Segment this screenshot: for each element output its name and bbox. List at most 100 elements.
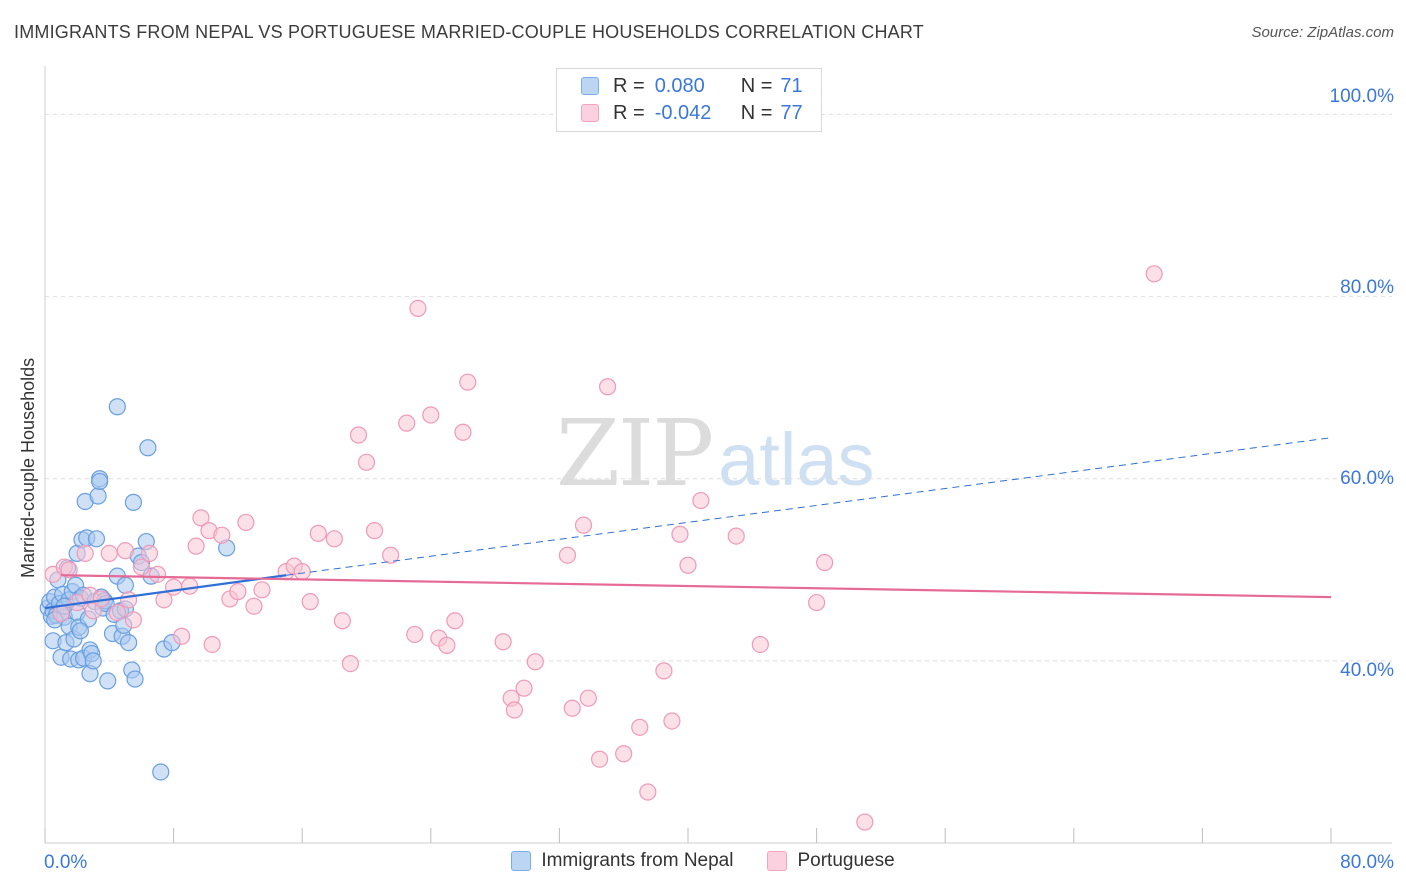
- r-value: 0.080: [654, 74, 705, 97]
- portuguese-point: [116, 542, 134, 560]
- n-label: N =: [740, 74, 773, 97]
- nepal-point: [108, 398, 126, 416]
- nepal-trend-solid: [44, 574, 287, 610]
- portuguese-point: [816, 553, 834, 572]
- portuguese-point: [505, 701, 523, 719]
- portuguese-point: [357, 453, 376, 471]
- portuguese-point: [655, 662, 673, 680]
- nepal-point: [91, 472, 109, 491]
- nepal-trend-dashed: [286, 437, 1332, 576]
- nepal-swatch: [511, 851, 532, 871]
- portuguese-point: [293, 563, 311, 581]
- y-tick-label: 60.0%: [1340, 468, 1394, 489]
- portuguese-point: [76, 544, 94, 562]
- portuguese-point: [365, 522, 384, 540]
- portuguese-point: [148, 565, 167, 583]
- portuguese-point: [341, 654, 360, 673]
- watermark-zip: ZIP: [556, 400, 714, 507]
- nepal-point: [152, 763, 170, 781]
- watermark-atlas: atlas: [718, 418, 875, 501]
- y-axis-label: Married-couple Households: [18, 357, 38, 578]
- stats-legend: R = 0.080 N = 71 R = -0.042 N = 77: [556, 68, 822, 132]
- portuguese-point: [349, 426, 368, 444]
- portuguese-point: [140, 544, 159, 562]
- portuguese-point: [438, 636, 456, 654]
- nepal-swatch: [581, 77, 599, 95]
- x-tick-label-min: 0.0%: [44, 852, 88, 873]
- nepal-point: [87, 530, 106, 548]
- portuguese-point: [599, 378, 617, 396]
- portuguese-point: [615, 745, 633, 763]
- portuguese-points: [44, 265, 1163, 831]
- portuguese-point: [229, 583, 247, 601]
- portuguese-point: [181, 577, 199, 595]
- nepal-point: [89, 487, 107, 505]
- nepal-points: [39, 398, 236, 781]
- nepal-point: [119, 634, 138, 652]
- nepal-point: [116, 576, 134, 594]
- portuguese-point: [807, 593, 826, 612]
- nepal-point: [84, 652, 102, 670]
- nepal-point: [71, 622, 89, 640]
- portuguese-point: [590, 750, 609, 768]
- portuguese-point: [679, 556, 697, 574]
- portuguese-point: [727, 527, 745, 545]
- portuguese-point: [446, 612, 464, 630]
- legend-item-portuguese: Portuguese: [767, 850, 895, 872]
- portuguese-point: [301, 593, 319, 611]
- portuguese-point: [692, 491, 710, 510]
- portuguese-point: [333, 612, 351, 630]
- portuguese-point: [173, 627, 191, 645]
- portuguese-point: [574, 516, 593, 534]
- n-value: 71: [780, 74, 803, 97]
- series-legend: Immigrants from Nepal Portuguese: [0, 850, 1406, 872]
- x-tick-label-max: 80.0%: [1340, 852, 1394, 873]
- portuguese-point: [579, 689, 597, 707]
- portuguese-point: [558, 546, 577, 564]
- portuguese-point: [203, 635, 221, 654]
- portuguese-point: [526, 653, 544, 671]
- legend-row-nepal: R = 0.080 N = 71: [581, 73, 803, 99]
- portuguese-point: [422, 406, 440, 424]
- portuguese-point: [856, 813, 874, 831]
- portuguese-point: [563, 699, 581, 717]
- portuguese-point: [1145, 265, 1163, 283]
- watermark: ZIPatlas: [556, 400, 874, 507]
- trend-lines: [44, 437, 1332, 610]
- portuguese-point: [515, 679, 533, 697]
- portuguese-point: [671, 525, 689, 543]
- r-label: R =: [613, 101, 645, 124]
- portuguese-point: [192, 509, 210, 527]
- portuguese-point: [100, 544, 118, 562]
- legend-row-portuguese: R = -0.042 N = 77: [581, 100, 803, 126]
- portuguese-point: [494, 633, 512, 651]
- portuguese-point: [187, 537, 205, 555]
- portuguese-point: [309, 524, 327, 542]
- portuguese-point: [52, 604, 70, 623]
- portuguese-point: [60, 561, 78, 579]
- portuguese-swatch: [767, 851, 788, 871]
- portuguese-point: [165, 578, 183, 596]
- r-value: -0.042: [654, 101, 712, 124]
- portuguese-point: [631, 718, 649, 736]
- portuguese-point: [124, 611, 143, 629]
- portuguese-point: [663, 712, 681, 730]
- portuguese-point: [459, 373, 477, 391]
- r-label: R =: [613, 74, 645, 97]
- n-label: N =: [740, 101, 773, 124]
- portuguese-point: [325, 530, 343, 548]
- chart-title: IMMIGRANTS FROM NEPAL VS PORTUGUESE MARR…: [14, 22, 924, 42]
- portuguese-point: [406, 625, 424, 644]
- portuguese-point: [751, 635, 769, 654]
- y-tick-label: 80.0%: [1340, 277, 1394, 298]
- portuguese-swatch: [581, 104, 599, 122]
- portuguese-point: [398, 414, 416, 432]
- source-label: Source: ZipAtlas.com: [1251, 24, 1394, 41]
- portuguese-point: [454, 423, 472, 441]
- portuguese-point: [213, 526, 231, 544]
- portuguese-trend: [61, 574, 1332, 599]
- nepal-point: [124, 493, 143, 511]
- nepal-point: [139, 439, 157, 457]
- portuguese-point: [409, 299, 427, 318]
